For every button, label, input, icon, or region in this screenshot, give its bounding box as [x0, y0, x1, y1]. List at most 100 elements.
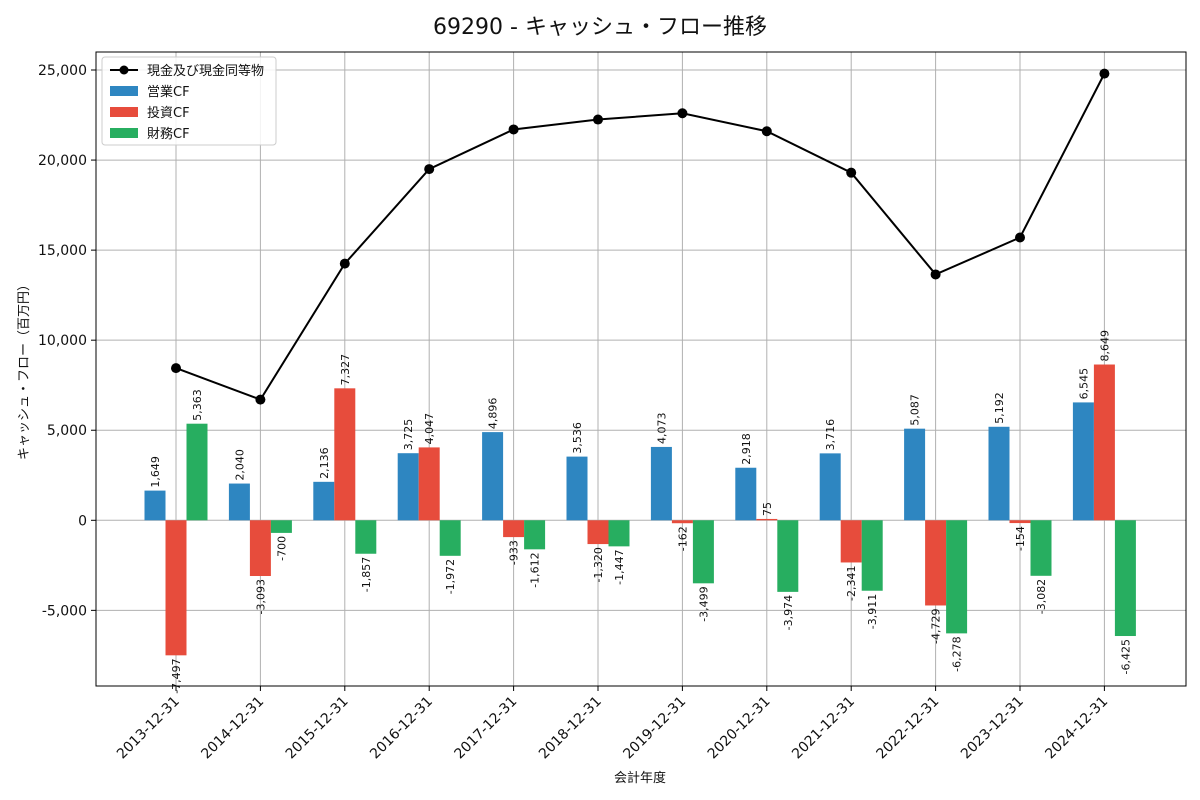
bar-value-label: 75 — [761, 502, 774, 516]
bar — [692, 520, 714, 584]
bar-value-label: -3,911 — [866, 594, 879, 629]
bar — [524, 520, 546, 550]
bar-value-label: 4,047 — [423, 413, 436, 445]
y-tick-label: 5,000 — [47, 423, 87, 439]
line-layer — [171, 68, 1110, 405]
legend-entry-label: 営業CF — [147, 84, 190, 100]
bar — [355, 520, 377, 554]
bar — [988, 426, 1010, 521]
bar — [334, 388, 356, 521]
bar — [946, 520, 968, 634]
bar-value-label: -3,093 — [254, 579, 267, 614]
bar-value-label: -7,497 — [170, 658, 183, 693]
plot-frame — [95, 51, 1187, 687]
legend-entry-label: 財務CF — [147, 127, 190, 142]
y-tick-label: 10,000 — [38, 333, 87, 349]
bar-value-label: -1,612 — [529, 552, 542, 587]
bar-value-label: -1,857 — [360, 557, 373, 592]
y-tick-label: -5,000 — [42, 603, 87, 619]
cash-point — [593, 114, 603, 125]
bar-value-label: 8,649 — [1098, 330, 1111, 362]
cash-line — [175, 73, 1106, 401]
bar — [228, 483, 250, 521]
bar-value-label: 3,536 — [571, 422, 584, 454]
legend-bar-swatch — [110, 107, 138, 117]
bar — [1093, 364, 1115, 521]
bar-value-label: -6,425 — [1119, 639, 1132, 674]
bar — [1114, 520, 1136, 637]
grid-layer — [96, 52, 1186, 686]
cash-point — [1099, 68, 1110, 79]
y-tick-label: 20,000 — [38, 153, 87, 169]
bar — [482, 432, 504, 521]
bar-value-label: 5,363 — [191, 389, 204, 421]
bar — [861, 520, 883, 591]
bar-value-label: 3,716 — [824, 419, 837, 451]
bar — [566, 456, 588, 521]
cash-point — [846, 167, 857, 178]
bar-value-label: 5,087 — [909, 394, 922, 426]
bar-value-label: -1,972 — [444, 559, 457, 594]
x-axis-label: 会計年度 — [614, 770, 666, 786]
bar-value-label: -700 — [275, 536, 288, 561]
legend-bar-swatch — [110, 128, 138, 138]
bar-value-label: 2,136 — [318, 447, 331, 479]
bar — [1072, 402, 1094, 521]
bar — [925, 520, 947, 606]
y-axis-label: キャッシュ・フロー（百万円） — [17, 278, 32, 460]
bar-value-label: -933 — [508, 540, 521, 565]
bar-value-label: -6,278 — [951, 636, 964, 671]
bar-value-label: 2,918 — [740, 433, 753, 465]
bar — [439, 520, 461, 556]
bar — [1030, 520, 1052, 576]
bar-value-label: -162 — [676, 526, 689, 551]
bar-value-label: 3,725 — [402, 419, 415, 451]
bar-value-label: 1,649 — [149, 456, 162, 488]
cash-point — [255, 394, 266, 405]
bar-value-label: -3,082 — [1035, 579, 1048, 614]
bar — [144, 490, 166, 521]
cash-point — [761, 126, 772, 137]
legend-bar-swatch — [110, 86, 138, 96]
bar — [397, 453, 419, 521]
bar — [650, 446, 672, 521]
y-tick-label: 25,000 — [38, 63, 87, 79]
bar — [840, 520, 862, 563]
bars-layer — [144, 364, 1136, 656]
cash-point — [171, 363, 181, 374]
bar-value-label: -3,974 — [782, 595, 795, 630]
bar — [904, 428, 926, 521]
bar — [608, 520, 630, 547]
bar — [186, 423, 208, 521]
bar-value-label: -3,499 — [697, 586, 710, 621]
bar-value-label: 4,073 — [655, 412, 668, 444]
bar — [249, 520, 271, 577]
bar-value-label: 2,040 — [233, 449, 246, 481]
cash-point — [1015, 232, 1025, 243]
bar — [777, 520, 799, 592]
bar-value-label: -154 — [1014, 526, 1027, 551]
bar-value-label: -1,447 — [613, 549, 626, 584]
bar-value-label: 4,896 — [487, 398, 500, 429]
bar — [418, 447, 440, 521]
y-tick-label: 15,000 — [38, 243, 87, 259]
bar — [1009, 520, 1031, 524]
cash-point — [508, 124, 519, 135]
bar-labels-layer: 1,649 2,040 2,136 3,725 4,896 3,536 4,073 2,918… — [149, 330, 1132, 694]
bar-value-label: 6,545 — [1077, 368, 1090, 400]
bar-value-label: 7,327 — [339, 354, 352, 386]
bar — [165, 520, 187, 656]
legend-box — [101, 56, 277, 146]
bar — [587, 520, 609, 545]
cash-point — [677, 108, 688, 119]
bar — [270, 520, 292, 533]
bar — [819, 453, 841, 521]
legend-marker-swatch — [119, 65, 129, 75]
bar-value-label: -4,729 — [930, 608, 943, 643]
bar-value-label: -1,320 — [592, 547, 605, 582]
bar — [503, 520, 525, 538]
legend-entry-label: 投資CF — [147, 105, 190, 121]
bar-value-label: -2,341 — [845, 565, 858, 600]
bar — [735, 467, 757, 521]
